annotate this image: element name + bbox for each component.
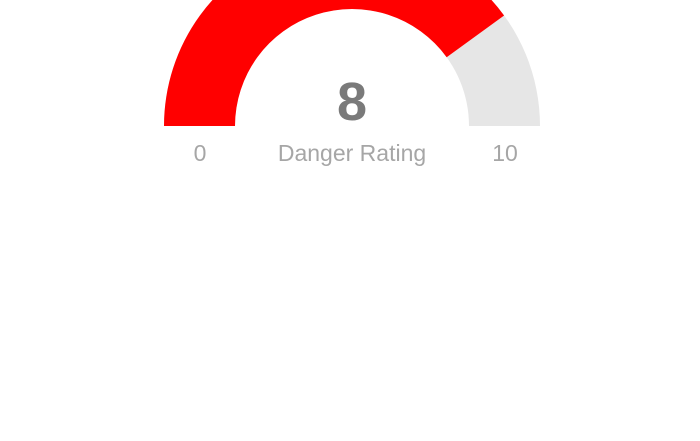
gauge-min-label: 0 (194, 140, 207, 166)
gauge-label: Danger Rating (278, 140, 426, 166)
gauge-value-arc (164, 0, 505, 126)
gauge-max-label: 10 (492, 140, 518, 166)
gauge-value: 8 (337, 72, 367, 132)
